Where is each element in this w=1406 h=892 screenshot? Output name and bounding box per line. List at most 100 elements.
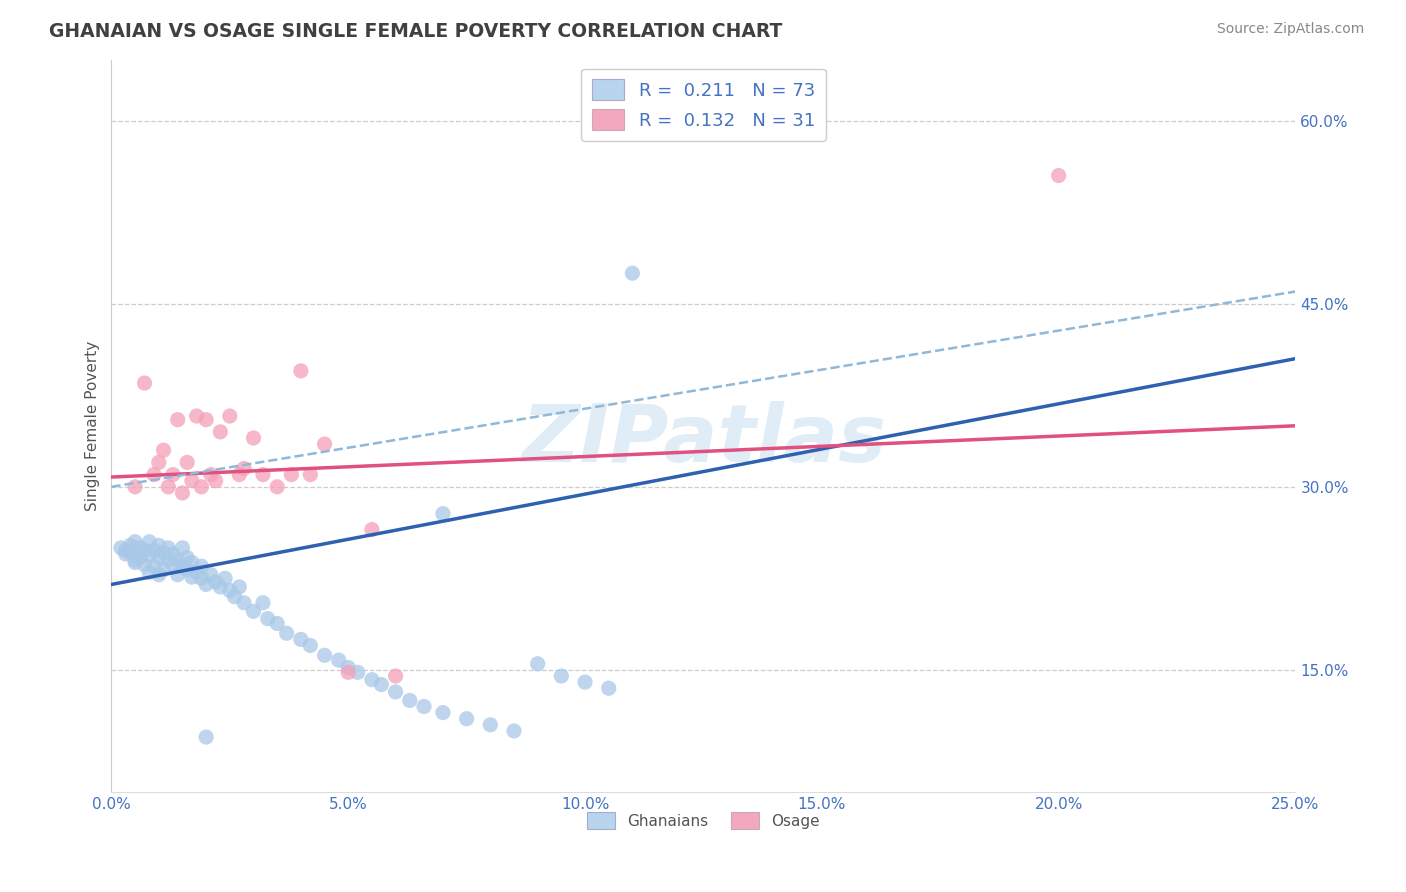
Point [233, 461, 256, 475]
Point [456, 712, 478, 726]
Point [195, 412, 218, 426]
Point [209, 425, 232, 439]
Point [204, 474, 226, 488]
Point [138, 534, 160, 549]
Point [166, 412, 188, 426]
Point [200, 567, 222, 582]
Point [503, 723, 526, 738]
Point [242, 604, 264, 618]
Point [218, 409, 240, 423]
Point [266, 480, 288, 494]
Point [337, 660, 360, 674]
Point [252, 596, 274, 610]
Point [228, 467, 250, 482]
Point [384, 685, 406, 699]
Point [346, 665, 368, 680]
Point [233, 596, 256, 610]
Point [361, 523, 384, 537]
Point [195, 577, 218, 591]
Point [143, 543, 166, 558]
Legend: Ghanaians, Osage: Ghanaians, Osage [581, 805, 825, 836]
Point [337, 665, 360, 680]
Point [148, 455, 170, 469]
Point [190, 571, 212, 585]
Point [413, 699, 436, 714]
Point [256, 612, 278, 626]
Point [166, 567, 188, 582]
Point [384, 669, 406, 683]
Text: ZIPatlas: ZIPatlas [522, 401, 886, 479]
Point [148, 567, 170, 582]
Point [214, 571, 236, 585]
Point [124, 556, 146, 570]
Point [1047, 169, 1070, 183]
Point [190, 480, 212, 494]
Point [361, 673, 384, 687]
Point [299, 639, 322, 653]
Point [152, 563, 174, 577]
Point [204, 574, 226, 589]
Point [290, 632, 312, 647]
Point [120, 538, 142, 552]
Point [266, 616, 288, 631]
Point [162, 547, 184, 561]
Point [574, 675, 596, 690]
Point [276, 626, 298, 640]
Point [172, 486, 194, 500]
Text: Source: ZipAtlas.com: Source: ZipAtlas.com [1216, 22, 1364, 37]
Point [157, 541, 180, 555]
Point [152, 546, 174, 560]
Point [134, 376, 156, 390]
Point [242, 431, 264, 445]
Point [195, 730, 218, 744]
Point [120, 546, 142, 560]
Point [176, 455, 198, 469]
Point [621, 266, 644, 280]
Point [479, 718, 502, 732]
Point [181, 556, 204, 570]
Point [186, 409, 208, 423]
Point [124, 553, 146, 567]
Y-axis label: Single Female Poverty: Single Female Poverty [86, 341, 100, 511]
Point [128, 550, 150, 565]
Point [166, 553, 188, 567]
Point [134, 543, 156, 558]
Point [134, 558, 156, 572]
Point [143, 559, 166, 574]
Point [218, 583, 240, 598]
Point [143, 467, 166, 482]
Point [280, 467, 302, 482]
Point [314, 648, 336, 663]
Point [181, 474, 204, 488]
Point [114, 547, 136, 561]
Point [598, 681, 620, 696]
Point [128, 541, 150, 555]
Point [432, 507, 454, 521]
Point [172, 541, 194, 555]
Point [176, 563, 198, 577]
Point [209, 580, 232, 594]
Point [157, 553, 180, 567]
Point [148, 538, 170, 552]
Point [190, 559, 212, 574]
Point [176, 550, 198, 565]
Point [550, 669, 572, 683]
Point [526, 657, 548, 671]
Point [299, 467, 322, 482]
Point [172, 559, 194, 574]
Point [200, 467, 222, 482]
Point [398, 693, 420, 707]
Point [138, 566, 160, 580]
Point [370, 677, 392, 691]
Point [114, 543, 136, 558]
Point [138, 548, 160, 562]
Point [224, 590, 246, 604]
Point [124, 534, 146, 549]
Point [162, 467, 184, 482]
Point [157, 480, 180, 494]
Point [148, 550, 170, 565]
Point [110, 541, 132, 555]
Point [124, 480, 146, 494]
Point [162, 558, 184, 572]
Point [328, 653, 350, 667]
